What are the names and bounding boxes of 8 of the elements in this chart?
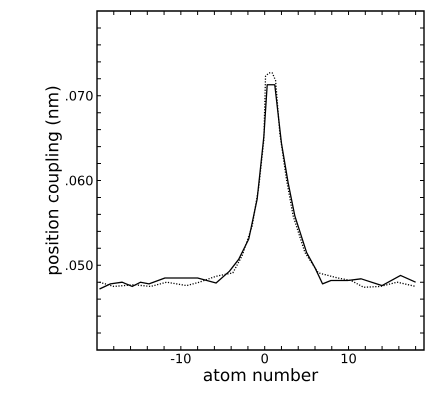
y-tick-label: .070 — [66, 90, 93, 101]
y-tick-label: .050 — [66, 260, 93, 270]
y-tick-label: .060 — [66, 176, 93, 186]
y-axis-title: position coupling (nm) — [45, 86, 62, 274]
x-tick-label: 10 — [342, 354, 356, 364]
x-axis-title: atom number — [204, 368, 318, 382]
x-tick-label: 0 — [261, 354, 268, 364]
x-tick-label: -10 — [170, 354, 191, 364]
